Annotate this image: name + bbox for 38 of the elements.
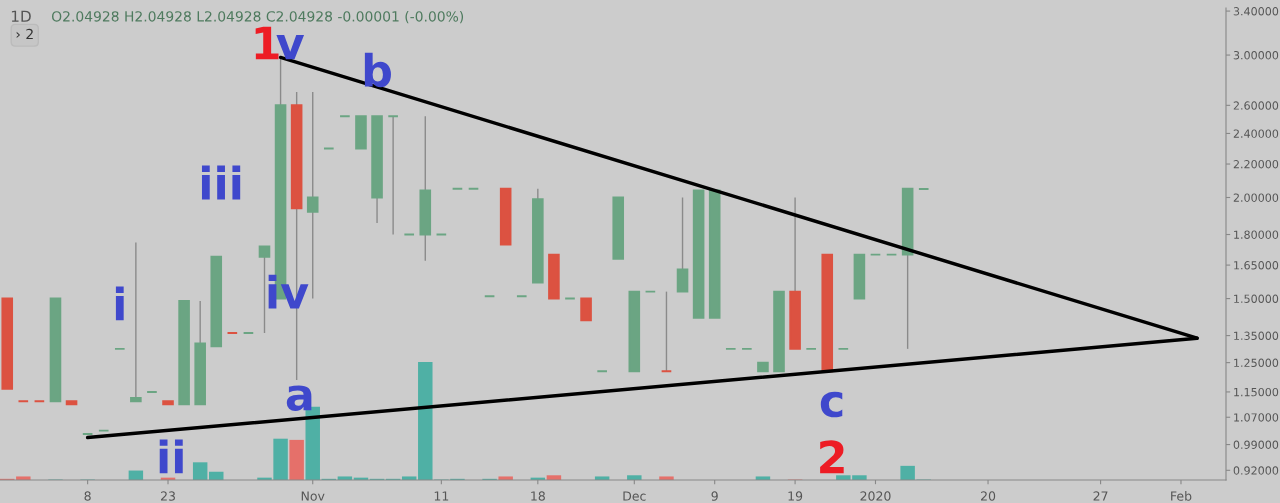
y-tick-label: 1.80000 [1234, 230, 1279, 239]
y-tick-label: 0.99000 [1233, 440, 1279, 449]
x-tick-label: 11 [434, 491, 449, 501]
annotation: a [286, 385, 312, 411]
annotation: b [364, 52, 391, 88]
x-tick-label: 2020 [860, 491, 891, 501]
annotation: 2 [820, 440, 844, 474]
annotation: ii [159, 439, 183, 474]
x-tick-label: Feb [1171, 491, 1192, 501]
y-tick-label: 3.00000 [1233, 51, 1279, 60]
x-tick-label: 23 [160, 491, 175, 501]
y-tick-label: 1.35000 [1234, 331, 1279, 340]
x-tick-label: 27 [1093, 491, 1108, 501]
y-tick-label: 1.07000 [1234, 413, 1279, 422]
x-tick-label: 18 [531, 491, 545, 501]
y-tick-label: 1.25000 [1234, 358, 1279, 368]
chart-title: 1D [11, 10, 31, 22]
x-tick-label: 19 [788, 491, 803, 501]
x-tick-label: 8 [84, 491, 91, 501]
y-tick-label: 1.15000 [1234, 387, 1279, 397]
annotation: › 2 [16, 28, 33, 40]
y-tick-label: 1.50000 [1234, 294, 1279, 303]
annotation: c [820, 391, 843, 418]
y-tick-label: 0.92000 [1233, 466, 1279, 475]
annotation: i [115, 286, 124, 321]
annotation: iv [268, 274, 309, 309]
y-tick-label: 2.00000 [1233, 193, 1279, 202]
chart-subtitle: O2.04928 H2.04928 L2.04928 C2.04928 -0.00001 (-0.00%) [51, 10, 464, 24]
annotation: iii [201, 165, 241, 200]
x-tick-label: 9 [711, 491, 718, 501]
y-tick-label: 2.60000 [1233, 101, 1279, 110]
y-tick-label: 2.20000 [1233, 160, 1279, 169]
x-tick-label: 20 [981, 491, 996, 501]
y-tick-label: 1.65000 [1234, 261, 1279, 270]
y-tick-label: 3.40000 [1233, 7, 1279, 16]
y-tick-label: 2.40000 [1233, 129, 1279, 138]
x-tick-label: Nov [301, 491, 325, 501]
x-tick-label: Dec [623, 491, 646, 501]
